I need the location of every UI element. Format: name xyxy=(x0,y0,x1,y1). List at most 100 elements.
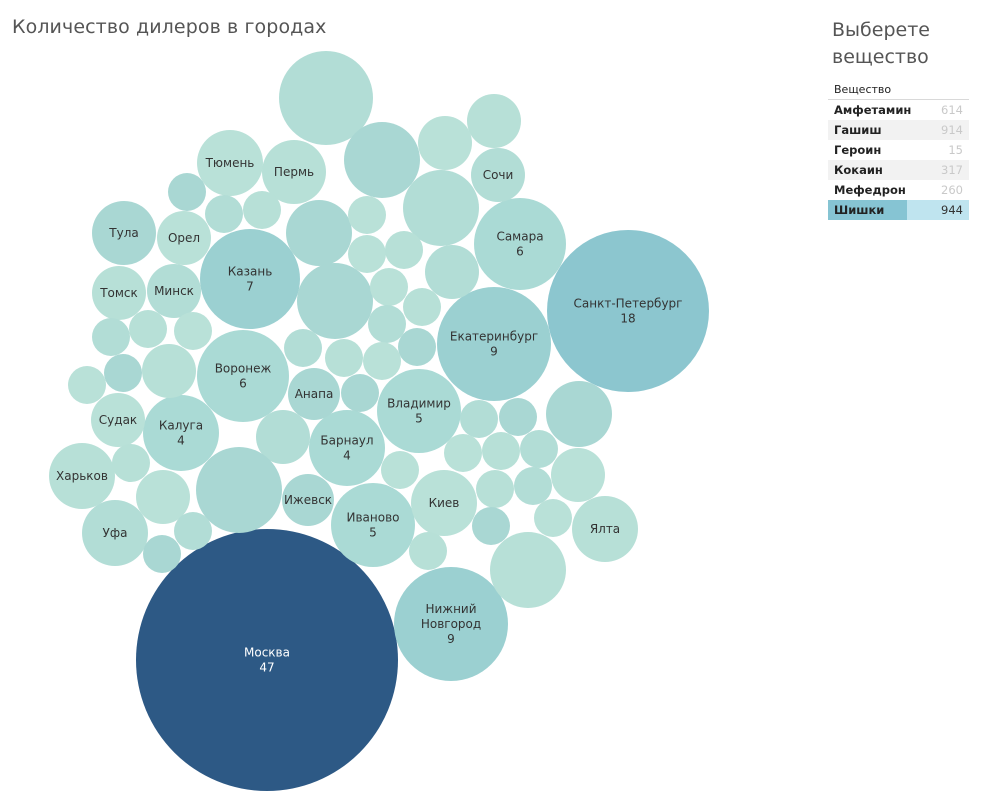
city-bubble[interactable]: Пермь xyxy=(262,140,326,204)
bubble[interactable] xyxy=(368,305,406,343)
bubble[interactable] xyxy=(403,288,441,326)
bubble-circle xyxy=(409,532,447,570)
filter-item[interactable]: Амфетамин 614 xyxy=(828,100,969,120)
city-bubble[interactable]: Анапа xyxy=(288,368,340,420)
city-bubble[interactable]: Сочи xyxy=(471,148,525,202)
bubble[interactable] xyxy=(472,507,510,545)
city-label: Тюмень xyxy=(205,156,255,170)
bubble[interactable] xyxy=(418,116,472,170)
bubble[interactable] xyxy=(409,532,447,570)
bubble[interactable] xyxy=(348,196,386,234)
filter-item-count: 944 xyxy=(941,203,963,217)
bubble[interactable] xyxy=(476,470,514,508)
city-bubble[interactable]: Тюмень xyxy=(197,130,263,196)
city-label: Самара xyxy=(496,230,543,244)
bubble[interactable] xyxy=(112,444,150,482)
city-bubble[interactable]: Томск xyxy=(92,266,146,320)
city-bubble[interactable]: Орел xyxy=(157,211,211,265)
bubble-circle xyxy=(104,354,142,392)
bubble[interactable] xyxy=(551,448,605,502)
bubble-circle xyxy=(474,198,566,290)
bubble-circle xyxy=(129,310,167,348)
bubble[interactable] xyxy=(174,312,212,350)
city-bubble[interactable]: Харьков xyxy=(49,443,115,509)
bubble[interactable] xyxy=(243,191,281,229)
bubble[interactable] xyxy=(68,366,106,404)
bubble[interactable] xyxy=(348,235,386,273)
city-bubble[interactable]: Тула xyxy=(92,201,156,265)
bubble[interactable] xyxy=(196,447,282,533)
filter-item-label: Амфетамин xyxy=(834,103,912,117)
bubble[interactable] xyxy=(520,430,558,468)
bubble[interactable] xyxy=(92,318,130,356)
bubble[interactable] xyxy=(403,170,479,246)
bubble[interactable] xyxy=(129,310,167,348)
bubble[interactable] xyxy=(284,329,322,367)
bubble[interactable] xyxy=(385,231,423,269)
bubble[interactable] xyxy=(460,400,498,438)
city-label: Киев xyxy=(429,496,460,510)
bubble[interactable] xyxy=(286,200,352,266)
bubble[interactable] xyxy=(279,51,373,145)
bubble-circle xyxy=(482,432,520,470)
city-value: 7 xyxy=(246,280,254,294)
city-value: 4 xyxy=(343,449,351,463)
filter-item[interactable]: Шишки 944 xyxy=(828,200,969,220)
bubble-circle xyxy=(282,474,334,526)
filter-item[interactable]: Кокаин 317 xyxy=(828,160,969,180)
bubble[interactable] xyxy=(297,263,373,339)
bubble-circle xyxy=(381,451,419,489)
bubble[interactable] xyxy=(534,499,572,537)
bubble[interactable] xyxy=(325,339,363,377)
bubble[interactable] xyxy=(142,344,196,398)
bubble[interactable] xyxy=(370,268,408,306)
city-bubble[interactable]: Ижевск xyxy=(282,474,334,526)
bubble[interactable] xyxy=(341,374,379,412)
bubble-circle xyxy=(444,434,482,472)
bubble[interactable] xyxy=(136,470,190,524)
bubble-circle xyxy=(403,288,441,326)
bubble[interactable] xyxy=(381,451,419,489)
filter-item[interactable]: Героин 15 xyxy=(828,140,969,160)
bubble[interactable] xyxy=(363,342,401,380)
bubble-circle xyxy=(476,470,514,508)
bubble[interactable] xyxy=(205,195,243,233)
bubble[interactable] xyxy=(425,245,479,299)
city-label: Барнаул xyxy=(320,434,373,448)
city-bubble[interactable]: Уфа xyxy=(82,500,148,566)
bubble[interactable] xyxy=(174,512,212,550)
bubble[interactable] xyxy=(398,328,436,366)
city-bubble[interactable]: Киев xyxy=(411,470,477,536)
bubble[interactable] xyxy=(546,381,612,447)
bubble[interactable] xyxy=(444,434,482,472)
bubble[interactable] xyxy=(499,398,537,436)
city-bubble[interactable]: Судак xyxy=(91,393,145,447)
city-bubble[interactable]: Минск xyxy=(147,264,201,318)
filter-item-count: 15 xyxy=(948,143,963,157)
filter-item[interactable]: Мефедрон 260 xyxy=(828,180,969,200)
bubble[interactable] xyxy=(467,94,521,148)
filter-item[interactable]: Гашиш 914 xyxy=(828,120,969,140)
city-label: Ялта xyxy=(590,522,620,536)
bubble[interactable] xyxy=(482,432,520,470)
bubble[interactable] xyxy=(256,410,310,464)
bubble[interactable] xyxy=(344,122,420,198)
bubble[interactable] xyxy=(514,467,552,505)
bubble[interactable] xyxy=(490,532,566,608)
bubble[interactable] xyxy=(143,535,181,573)
filter-item-label: Гашиш xyxy=(834,123,882,137)
city-bubble[interactable]: Ялта xyxy=(572,496,638,562)
bubble[interactable] xyxy=(168,173,206,211)
bubble[interactable] xyxy=(104,354,142,392)
